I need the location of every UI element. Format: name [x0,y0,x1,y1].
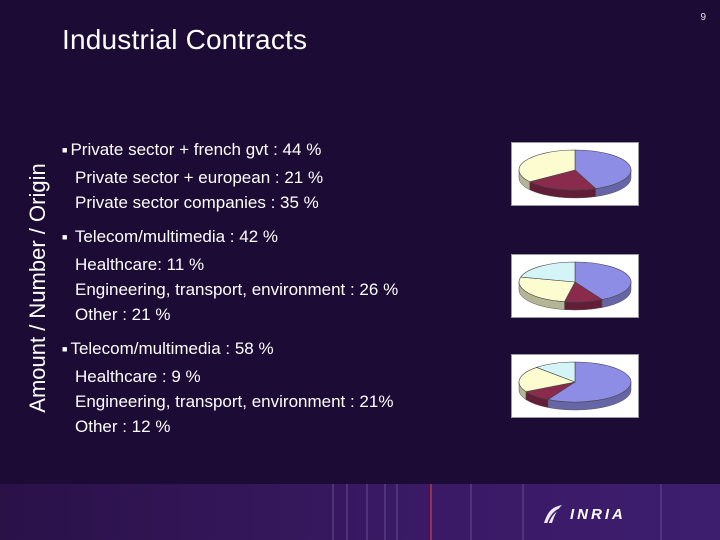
bullet-square-icon: ■ [62,344,68,354]
footer-stripe [366,484,368,540]
bullet-text: Private sector + french gvt : 44 % [70,140,322,159]
pie-chart-domain-number [511,354,639,418]
bullet-block-domain-amount: ■ Telecom/multimedia : 42 % Healthcare: … [62,224,398,327]
footer-stripe [346,484,348,540]
pie-slice [518,149,576,183]
bullet-line: ■ Private sector + french gvt : 44 % [62,137,323,165]
pie-slice [518,367,577,392]
bullet-text: Telecom/multimedia : 42 % [74,227,278,246]
bullet-line: Engineering, transport, environment : 26… [75,280,399,299]
footer-stripe [470,484,472,540]
inria-logo: INRIA [542,500,626,528]
pie-slice [574,261,632,300]
footer-stripe [332,484,334,540]
bullet-line: ■ Telecom/multimedia : 58 % [62,336,393,364]
side-label: Amount / Number / Origin [25,163,50,413]
bullet-line: Other : 21 % [75,305,171,324]
page-number: 9 [700,12,706,23]
pie-slice [574,149,632,189]
bullet-square-icon: ■ [62,232,68,242]
bullet-square-icon: ■ [62,145,68,155]
pie-chart-svg [518,261,632,311]
pie-slice [535,361,576,383]
pie-chart-svg [518,149,632,199]
pie-slice [520,261,576,283]
footer-stripe [660,484,662,540]
footer-stripe [384,484,386,540]
slide-title: Industrial Contracts [62,24,308,55]
bullet-line: Engineering, transport, environment : 21… [75,392,394,411]
footer-banner [0,484,720,540]
bullet-line: ■ Telecom/multimedia : 42 % [62,224,398,252]
footer-accent-stripe [430,484,432,540]
footer-stripe [396,484,398,540]
pie-chart-domain-amount [511,254,639,318]
bullet-line: Healthcare : 9 % [75,367,201,386]
pie-chart-svg [518,361,632,411]
bullet-block-origin: ■ Private sector + french gvt : 44 % Priv… [62,137,323,215]
pie-slice [518,276,576,302]
pie-slice [528,169,597,191]
inria-logo-icon [544,505,562,524]
bullet-line: Private sector + european : 21 % [75,168,324,187]
bullet-line: Other : 12 % [75,417,171,436]
bullet-text: Telecom/multimedia : 58 % [70,339,274,358]
bullet-line: Healthcare: 11 % [75,255,205,274]
bullet-block-domain-number: ■ Telecom/multimedia : 58 % Healthcare : … [62,336,393,439]
pie-slice [547,361,632,403]
inria-logo-text: INRIA [570,505,626,523]
footer-stripe [522,484,524,540]
bullet-line: Private sector companies : 35 % [75,193,319,212]
pie-chart-origin [511,142,639,206]
